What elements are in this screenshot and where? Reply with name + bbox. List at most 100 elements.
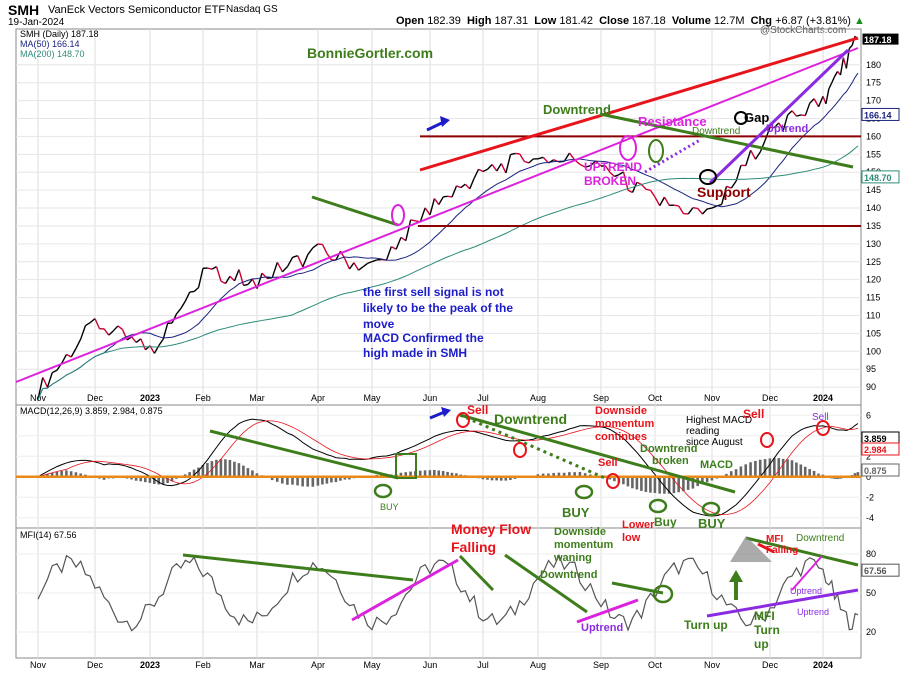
macd-blue-arrow-icon	[441, 407, 451, 417]
x-tick-label: 2023	[140, 393, 160, 403]
price-segment	[429, 198, 436, 216]
price-segment	[622, 171, 629, 191]
macd-histogram-bar	[613, 476, 616, 482]
macd-histogram-bar	[69, 471, 73, 477]
mfi-downtrend-line-2	[458, 554, 495, 592]
macd-histogram-bar	[102, 476, 106, 480]
macd-line	[37, 418, 859, 517]
price-segment	[482, 168, 488, 173]
x-tick-label: Apr	[311, 393, 325, 403]
macd-sell-1: Sell	[467, 403, 488, 417]
axis-value-label: 0.875	[864, 466, 887, 476]
ticker-name: VanEck Vectors Semiconductor ETF	[48, 4, 226, 16]
price-segment	[813, 98, 820, 108]
macd-histogram-bar	[562, 472, 566, 477]
price-segment	[51, 369, 58, 374]
price-segment	[405, 219, 412, 241]
macd-histogram-bar	[242, 465, 245, 477]
price-segment	[400, 236, 407, 242]
price-segment	[745, 149, 752, 166]
macd-histogram-bar	[812, 470, 816, 477]
mfi-uptrend-2: Uptrend	[790, 586, 822, 596]
price-segment	[636, 181, 642, 186]
macd-sell-3: Sell	[598, 457, 618, 469]
macd-histogram-bar	[701, 476, 704, 484]
mfi-turnup-arrow-icon	[729, 570, 743, 582]
macd-histogram-bar	[296, 476, 299, 486]
macd-histogram-bar	[251, 470, 254, 477]
price-segment	[687, 207, 694, 215]
macd-dt-broken-1: Downtrend	[640, 443, 697, 455]
price-segment	[158, 338, 164, 346]
price-segment	[286, 256, 294, 267]
macd-histogram-bar	[509, 476, 512, 480]
y-tick-label: 110	[866, 310, 880, 320]
price-segment	[224, 275, 231, 284]
macd-downtrend-line-2	[459, 413, 736, 494]
mfi-purple-uptrend	[706, 588, 859, 618]
price-segment	[735, 165, 742, 182]
x-tick-label: Feb	[195, 660, 211, 670]
macd-signal-line	[37, 420, 859, 515]
mfi-tick-label: 20	[866, 627, 876, 637]
macd-histogram-bar	[677, 476, 680, 493]
macd-buy-circle	[574, 484, 594, 500]
price-segment	[831, 76, 836, 84]
price-segment	[579, 163, 586, 168]
macd-buy-circle	[701, 501, 721, 517]
price-segment	[627, 189, 633, 194]
x-tick-label: Nov	[704, 660, 721, 670]
x-tick-label: Oct	[648, 660, 663, 670]
price-segment	[585, 164, 591, 168]
y-tick-label: 95	[866, 364, 876, 374]
y-tick-label: 90	[866, 382, 876, 392]
author-label: BonnieGortler.com	[307, 45, 433, 61]
macd-histogram-bar	[311, 476, 315, 487]
price-segment	[410, 219, 416, 222]
mfi-turnup2-1: MFI	[754, 609, 775, 623]
macd-histogram-bar	[653, 476, 657, 493]
x-tick-label: Dec	[87, 393, 104, 403]
x-tick-label: Dec	[87, 660, 104, 670]
macd-histogram-bar	[246, 468, 250, 477]
axis-value-label: 187.18	[864, 35, 892, 45]
axis-value-label: 166.14	[864, 110, 892, 120]
price-segment	[726, 185, 732, 189]
axis-value-label: 148.70	[864, 173, 892, 183]
x-tick-label: 2024	[813, 660, 833, 670]
macd-histogram-bar	[486, 476, 489, 480]
macd-histogram-bar	[50, 472, 54, 477]
red-uptrend-line	[419, 36, 859, 172]
uptrend-broken-1: UPTREND	[584, 160, 642, 174]
macd-downtrend-label: Downtrend	[494, 411, 567, 427]
macd-histogram-bar	[74, 472, 78, 477]
price-segment	[37, 377, 44, 400]
mfi-falling-2: Falling	[766, 545, 798, 556]
circle-marker	[699, 169, 717, 185]
macd-sell-circle	[456, 412, 470, 428]
macd-histogram-bar	[499, 476, 503, 481]
macd-histogram-bar	[795, 462, 798, 477]
x-tick-label: Feb	[195, 393, 211, 403]
mfi-turnup-1: Turn up	[684, 618, 728, 632]
macd-sell-circle	[606, 473, 620, 489]
macd-histogram-bar	[409, 471, 412, 477]
price-segment	[395, 237, 402, 250]
high-value: 187.31	[494, 15, 529, 27]
low-label: Low	[534, 15, 557, 27]
close-value: 187.18	[632, 15, 666, 27]
macd-histogram-bar	[763, 459, 767, 477]
macd-histogram-bar	[682, 476, 685, 492]
low-value: 181.42	[559, 15, 593, 27]
macd-histogram-bar	[134, 476, 138, 481]
x-tick-label: Nov	[704, 393, 721, 403]
price-segment	[764, 127, 771, 141]
macd-histogram-bar	[228, 459, 232, 477]
chg-label: Chg	[750, 15, 772, 27]
macd-dotted-line	[459, 413, 606, 480]
gap-label: Gap	[744, 110, 769, 125]
axis-value-label: 3.859	[864, 434, 887, 444]
price-segment	[614, 174, 620, 178]
macd-histogram-bar	[744, 464, 748, 477]
